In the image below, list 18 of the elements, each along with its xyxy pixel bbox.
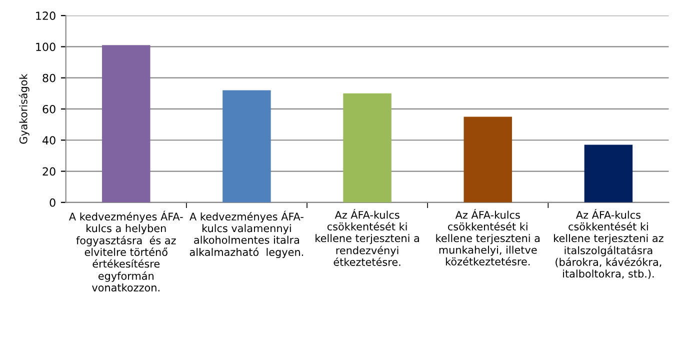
x-tick-label: A kedvezményes ÁFA- kulcs a helyben fogyasztásra és az elvitelre történő értékesítésre egyformán vonatkozzon. <box>68 210 183 292</box>
x-tick-label: A kedvezményes ÁFA- kulcs valamennyi alkoholmentes italra alkalmazható legyen. <box>190 210 304 258</box>
y-axis-title: Gyakoriságok <box>18 74 30 144</box>
bar <box>222 90 271 202</box>
x-tick-label: Az ÁFA-kulcs csökkentését ki kellene terjeszteni a munkahelyi, illetve közétkeztetésre. <box>436 209 540 266</box>
y-tick-label: 0 <box>50 198 56 207</box>
bar <box>102 45 150 202</box>
y-tick-label: 40 <box>42 136 56 145</box>
y-tick-label: 20 <box>42 167 56 176</box>
bar <box>464 116 512 202</box>
y-tick-label: 100 <box>36 42 56 52</box>
x-tick-label: Az ÁFA-kulcs csökkentését ki kellene terjeszteni az italszolgáltatásra (bárokra, kávézókra, italboltokra, stb.). <box>554 209 664 279</box>
bar <box>584 144 633 202</box>
y-tick-label: 80 <box>42 74 56 82</box>
y-tick-label: 60 <box>42 104 56 114</box>
y-tick-label: 120 <box>36 12 56 20</box>
bar <box>343 93 392 202</box>
x-tick-label: Az ÁFA-kulcs csökkentését ki kellene terjeszteni a rendezvényi étkeztetésre. <box>316 209 419 266</box>
